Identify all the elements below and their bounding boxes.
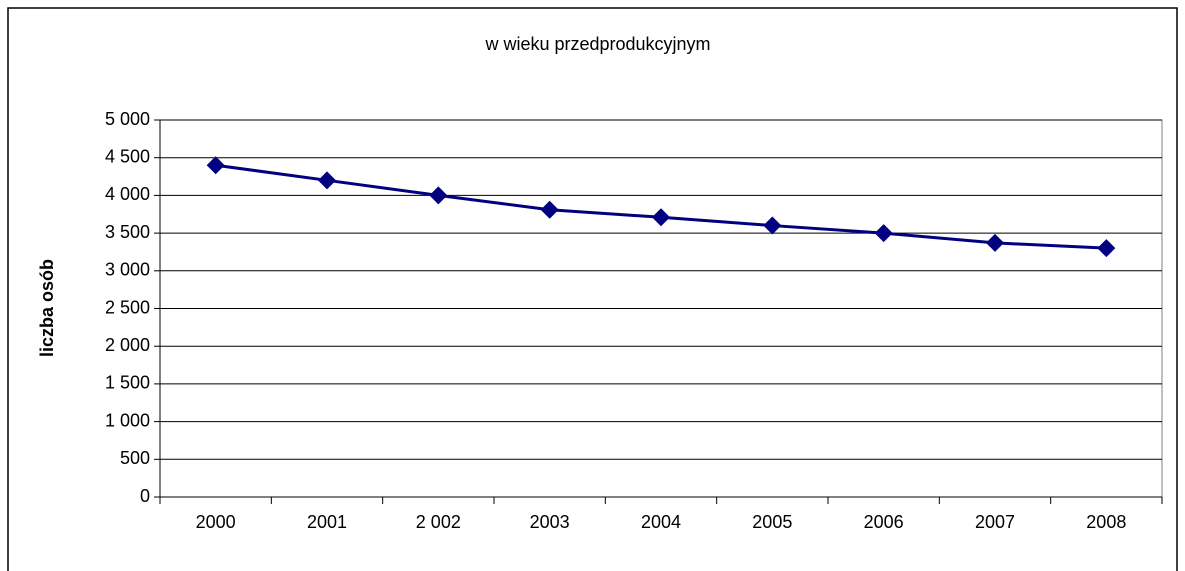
- y-tick-label: 4 500: [105, 146, 150, 166]
- x-tick-label: 2001: [307, 512, 347, 532]
- y-tick-label: 3 500: [105, 222, 150, 242]
- chart-title: w wieku przedprodukcyjnym: [484, 34, 710, 54]
- x-tick-label: 2 002: [416, 512, 461, 532]
- data-point: [429, 186, 448, 205]
- y-tick-label: 3 000: [105, 260, 150, 280]
- y-axis-label: liczba osób: [37, 259, 57, 357]
- data-point: [540, 200, 559, 219]
- y-tick-label: 1 500: [105, 373, 150, 393]
- x-tick-label: 2005: [752, 512, 792, 532]
- data-point: [986, 233, 1004, 252]
- x-tick-label: 2000: [196, 512, 236, 532]
- x-tick-label: 2006: [864, 512, 904, 532]
- data-point: [652, 208, 670, 227]
- data-point: [874, 224, 893, 243]
- y-tick-label: 500: [120, 448, 150, 468]
- y-tick-label: 4 000: [105, 184, 150, 204]
- x-tick-label: 2003: [530, 512, 570, 532]
- y-tick-label: 2 500: [105, 297, 150, 317]
- data-point: [763, 216, 782, 235]
- y-tick-label: 1 000: [105, 410, 150, 430]
- data-point: [318, 171, 336, 190]
- y-tick-label: 5 000: [105, 109, 150, 129]
- y-tick-label: 2 000: [105, 335, 150, 355]
- data-point: [1097, 239, 1116, 258]
- y-tick-label: 0: [140, 486, 150, 506]
- x-tick-label: 2008: [1086, 512, 1126, 532]
- data-point: [206, 156, 225, 175]
- x-tick-label: 2004: [641, 512, 681, 532]
- x-tick-label: 2007: [975, 512, 1015, 532]
